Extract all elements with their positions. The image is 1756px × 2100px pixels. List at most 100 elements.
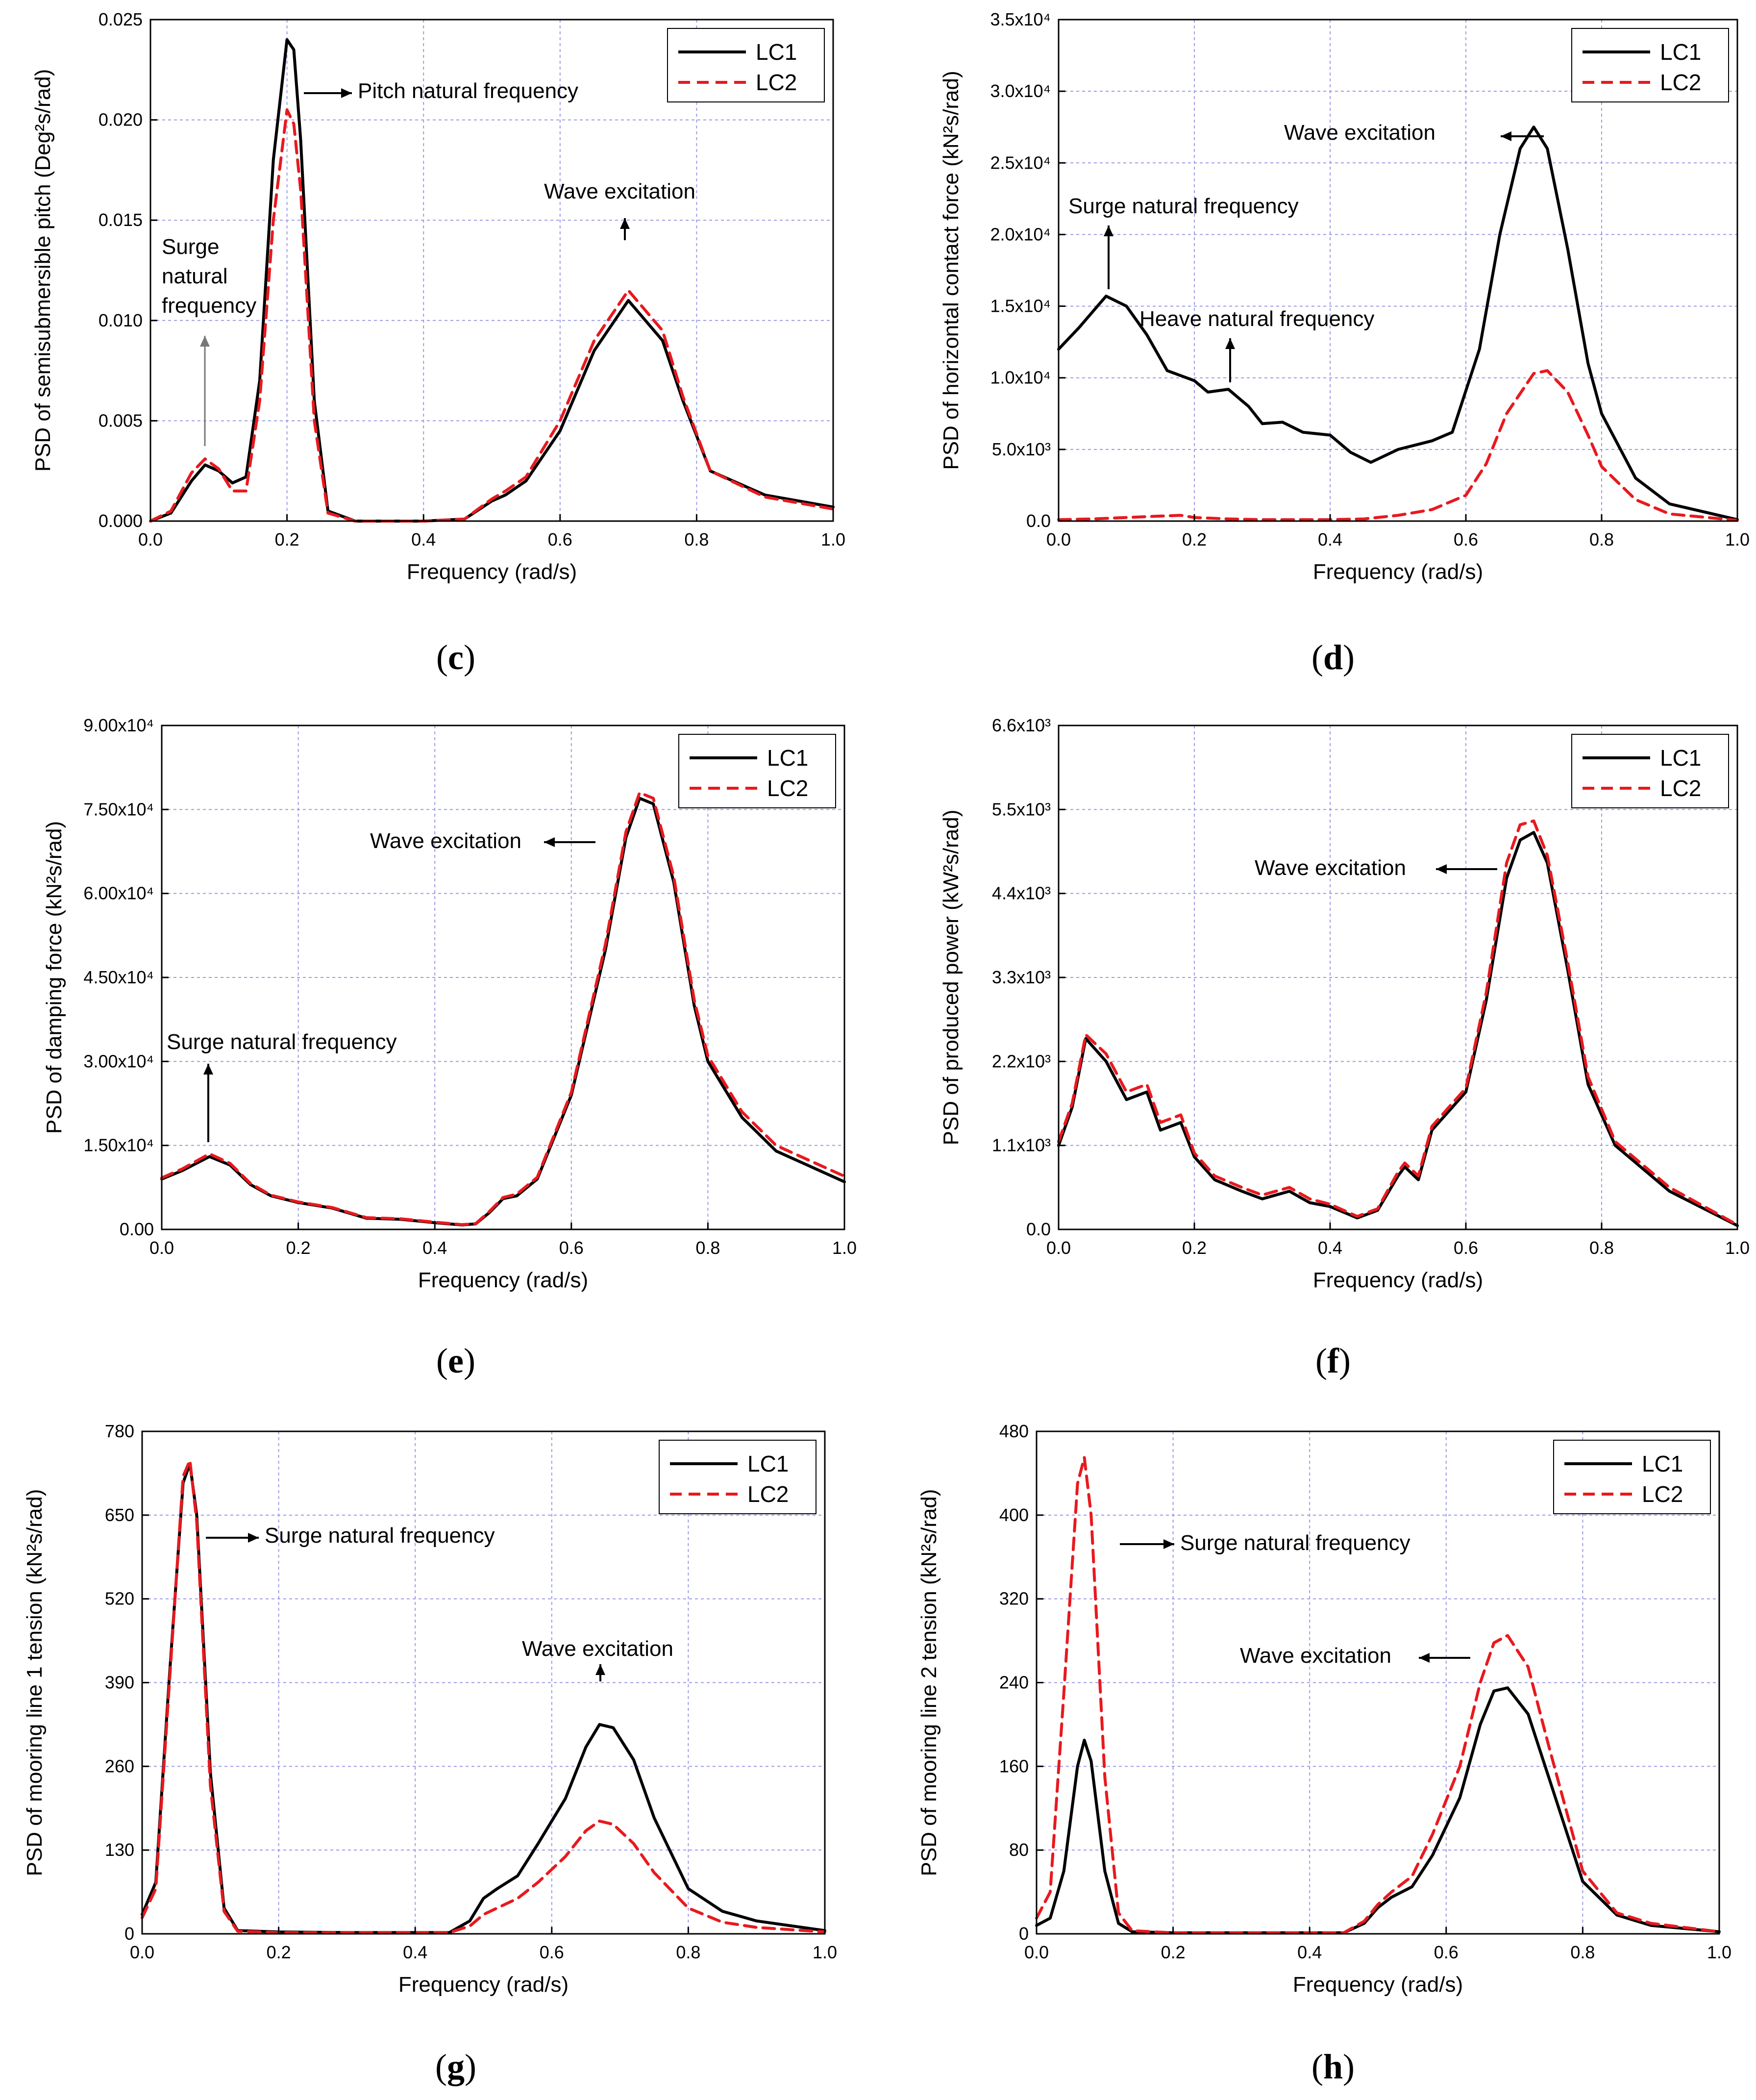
x-tick-label: 0.2 — [1161, 1942, 1186, 1962]
caption-close: ) — [464, 1341, 475, 1380]
y-tick-label: 390 — [105, 1673, 134, 1693]
x-tick-label: 0.0 — [1046, 1238, 1071, 1258]
y-tick-label: 0.000 — [99, 511, 143, 531]
annotation-arrow-head — [341, 88, 352, 98]
annotation-text: natural — [162, 264, 228, 288]
chart-panel-e: 0.0 0.2 0.4 0.6 0.8 1.0 0.00 1.50x10⁴ 3.00x10⁴ 4.… — [42, 715, 857, 1380]
y-tick-label: 480 — [999, 1421, 1029, 1441]
y-tick-label: 80 — [1009, 1840, 1029, 1860]
chart-panel-d: 0.0 0.2 0.4 0.6 0.8 1.0 0.0 5.0x10³ 1.0x10⁴ 1.5x1… — [939, 9, 1750, 677]
annotation-arrow-head — [1225, 338, 1235, 349]
y-tick-label: 9.00x10⁴ — [83, 715, 154, 735]
legend-box — [667, 28, 825, 102]
x-tick-label: 0.2 — [267, 1942, 291, 1962]
caption-close: ) — [465, 2047, 476, 2086]
y-tick-label: 0.025 — [99, 9, 143, 29]
y-tick-label: 780 — [105, 1421, 134, 1441]
legend-label-lc2: LC2 — [767, 775, 808, 801]
y-tick-label: 2.2x10³ — [992, 1051, 1051, 1071]
x-tick-label: 0.4 — [1318, 1238, 1342, 1258]
annotation-arrow-head — [1436, 864, 1447, 874]
x-axis-label: Frequency (rad/s) — [1293, 1973, 1463, 1997]
x-tick-label: 1.0 — [1725, 529, 1750, 550]
caption-letter: c — [448, 638, 464, 677]
panel-caption: (f) — [1315, 1341, 1351, 1380]
annotation-arrow-head — [620, 218, 630, 229]
x-tick-label: 0.4 — [422, 1238, 447, 1258]
legend-box — [1553, 1440, 1711, 1514]
legend-label-lc1: LC1 — [747, 1451, 789, 1476]
y-tick-label: 240 — [999, 1673, 1029, 1693]
y-tick-label: 320 — [999, 1589, 1029, 1609]
chart-panel-f: 0.0 0.2 0.4 0.6 0.8 1.0 0.0 1.1x10³ 2.2x10³ 3.3x1… — [939, 715, 1750, 1380]
caption-letter: h — [1323, 2047, 1343, 2086]
annotation-arrow-head — [203, 1064, 213, 1075]
chart-panel-h: 0.0 0.2 0.4 0.6 0.8 1.0 0 80 160 240 320 400 480 Freq… — [917, 1421, 1731, 2086]
series-line-lc1 — [1057, 831, 1739, 1227]
caption-open: ( — [1315, 1341, 1327, 1380]
annotation-text: Surge natural frequency — [265, 1524, 495, 1548]
legend-box — [678, 734, 836, 808]
x-tick-label: 0.4 — [1318, 529, 1342, 550]
annotation-arrow-head — [1501, 131, 1511, 141]
annotation-text: Wave excitation — [1255, 856, 1406, 880]
x-tick-label: 0.8 — [695, 1238, 720, 1258]
x-tick-label: 0.4 — [411, 529, 436, 550]
legend-label-lc2: LC2 — [756, 70, 797, 95]
x-tick-label: 1.0 — [813, 1942, 837, 1962]
x-tick-label: 0.8 — [1589, 529, 1614, 550]
y-tick-label: 1.50x10⁴ — [83, 1135, 154, 1155]
panel-caption: (e) — [436, 1341, 475, 1380]
x-tick-label: 0.0 — [130, 1942, 154, 1962]
series-line-lc2 — [141, 1459, 826, 1934]
chart-panel-c: 0.0 0.2 0.4 0.6 0.8 1.0 0.000 0.005 0.010 0.015 0.… — [31, 9, 845, 677]
y-tick-label: 0.00 — [120, 1219, 154, 1239]
caption-close: ) — [1343, 2047, 1355, 2086]
x-tick-label: 0.8 — [684, 529, 709, 550]
caption-letter: g — [447, 2047, 465, 2086]
legend-label-lc1: LC1 — [756, 39, 797, 65]
series-line-lc2 — [149, 108, 835, 523]
annotation-text: Heave natural frequency — [1139, 307, 1374, 331]
x-tick-label: 0.6 — [1454, 529, 1478, 550]
y-tick-label: 0.020 — [99, 110, 143, 130]
y-tick-label: 2.5x10⁴ — [990, 152, 1051, 173]
series-line-lc1 — [1057, 125, 1739, 522]
x-tick-label: 0.8 — [1589, 1238, 1614, 1258]
annotation-text: Wave excitation — [1284, 121, 1435, 145]
y-tick-label: 1.1x10³ — [992, 1135, 1051, 1155]
legend-label-lc2: LC2 — [1660, 70, 1701, 95]
y-axis-label: PSD of mooring line 2 tension (kN²s/rad) — [917, 1489, 941, 1876]
y-tick-label: 3.0x10⁴ — [990, 81, 1051, 101]
caption-close: ) — [1343, 638, 1355, 677]
legend-label-lc2: LC2 — [1642, 1481, 1683, 1507]
y-axis-label: PSD of produced power (kW²s/rad) — [939, 810, 963, 1146]
y-tick-label: 0.015 — [99, 210, 143, 230]
y-tick-label: 6.6x10³ — [992, 715, 1051, 735]
x-tick-label: 0.8 — [676, 1942, 700, 1962]
y-tick-label: 520 — [105, 1589, 134, 1609]
series-line-lc1 — [1035, 1686, 1721, 1934]
caption-open: ( — [435, 2047, 447, 2086]
y-tick-label: 130 — [105, 1840, 134, 1860]
y-tick-label: 260 — [105, 1756, 134, 1776]
annotation-text: Wave excitation — [1240, 1644, 1391, 1668]
x-tick-label: 0.6 — [559, 1238, 584, 1258]
x-tick-label: 0.2 — [1182, 529, 1207, 550]
y-tick-label: 3.5x10⁴ — [990, 9, 1051, 29]
annotation-text: Surge natural frequency — [1180, 1531, 1410, 1555]
x-tick-label: 0.0 — [138, 529, 163, 550]
caption-open: ( — [1311, 2047, 1323, 2086]
annotation-text: Surge — [162, 235, 219, 259]
x-tick-label: 0.0 — [149, 1238, 174, 1258]
legend-label-lc1: LC1 — [1660, 745, 1701, 771]
y-axis-label: PSD of horizontal contact force (kN²s/ra… — [939, 71, 963, 470]
legend-box — [1571, 734, 1729, 808]
annotation-text: Wave excitation — [370, 829, 521, 853]
legend-label-lc1: LC1 — [767, 745, 808, 771]
y-tick-label: 3.00x10⁴ — [83, 1051, 154, 1071]
